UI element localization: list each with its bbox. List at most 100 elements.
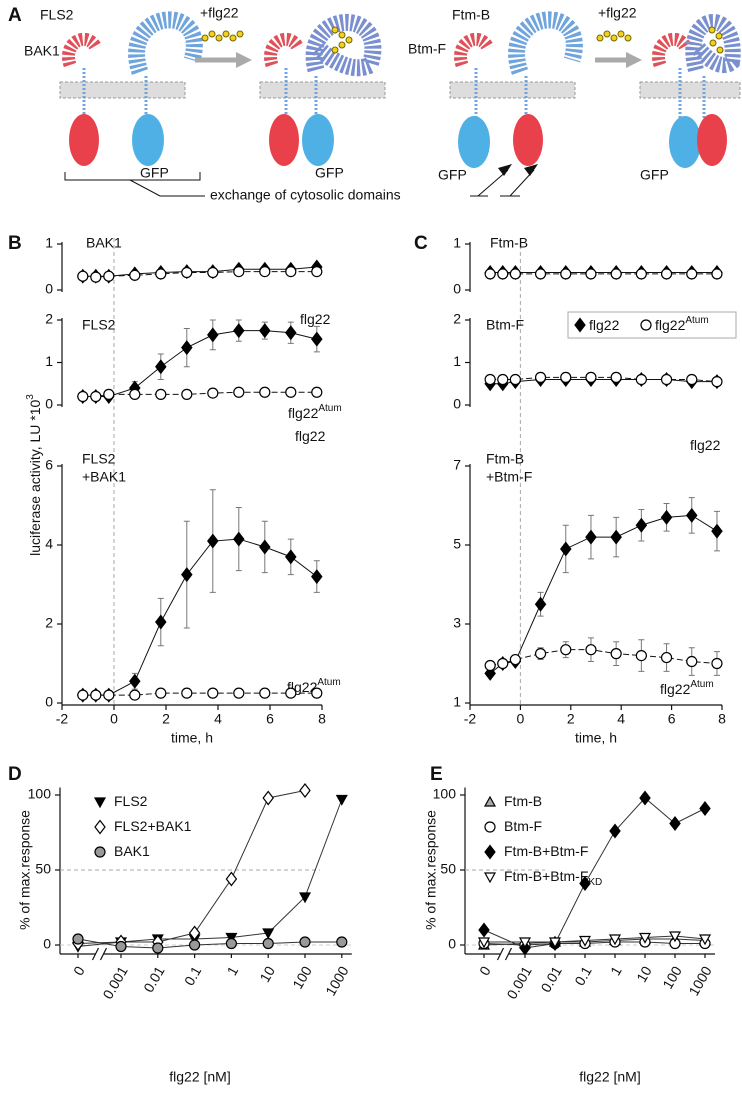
y-tick-label: 2 bbox=[45, 615, 53, 631]
x-tick-label: 8 bbox=[318, 711, 326, 727]
data-point bbox=[262, 790, 274, 806]
annotation-part: Atum bbox=[318, 403, 341, 414]
y-tick-label: 50 bbox=[35, 861, 51, 877]
data-point bbox=[484, 373, 496, 386]
panel-title: +Btm-F bbox=[486, 469, 532, 485]
y-tick-label: 1 bbox=[453, 235, 461, 251]
data-point bbox=[686, 655, 698, 668]
data-point bbox=[560, 371, 572, 383]
data-point bbox=[259, 539, 271, 555]
data-point bbox=[77, 270, 89, 282]
annotation-part: flg22 bbox=[295, 428, 326, 444]
data-point bbox=[103, 270, 115, 282]
legend-label: FLS2 bbox=[114, 793, 148, 809]
data-point bbox=[579, 876, 591, 891]
data-point bbox=[285, 549, 297, 565]
data-point bbox=[311, 266, 323, 278]
data-point bbox=[639, 790, 651, 806]
y-tick-label: 7 bbox=[453, 457, 461, 473]
kinase bbox=[69, 114, 99, 166]
data-point bbox=[233, 386, 245, 398]
data-point bbox=[129, 673, 141, 689]
x-tick-label: 10 bbox=[633, 963, 655, 985]
label: Ftm-B bbox=[452, 7, 490, 23]
data-point bbox=[311, 687, 323, 699]
x-tick-label: 0.01 bbox=[537, 963, 565, 995]
x-tick-label: -2 bbox=[464, 711, 477, 727]
x-tick-label: 0 bbox=[476, 963, 494, 978]
legend-label-part: Btm-F bbox=[504, 818, 542, 834]
legend-marker bbox=[574, 317, 586, 333]
x-tick-label: 0.01 bbox=[140, 963, 168, 995]
data-point bbox=[181, 340, 193, 356]
x-axis-label: flg22 [nM] bbox=[579, 1069, 640, 1085]
label: GFP bbox=[438, 167, 467, 183]
x-tick-label: 0.001 bbox=[503, 963, 534, 1002]
x-tick-label: 1 bbox=[223, 963, 241, 978]
legend-label: flg22 bbox=[589, 317, 620, 333]
y-tick-label: 0 bbox=[448, 936, 456, 952]
panel-title: Ftm-B bbox=[486, 451, 524, 467]
data-point bbox=[259, 323, 271, 339]
x-tick-label: 0.1 bbox=[181, 963, 205, 988]
y-tick-label: 3 bbox=[453, 615, 461, 631]
series-line bbox=[490, 379, 717, 385]
data-point bbox=[669, 816, 681, 831]
data-point bbox=[115, 940, 127, 953]
x-tick-label: 100 bbox=[659, 963, 685, 991]
x-tick-label: 4 bbox=[214, 711, 222, 727]
legend-label-part: KD bbox=[588, 877, 602, 888]
kinase bbox=[269, 114, 299, 166]
bracket bbox=[64, 172, 520, 197]
data-point bbox=[560, 268, 572, 280]
x-axis-label: time, h bbox=[171, 730, 213, 746]
annotation-part: Atum bbox=[317, 677, 340, 688]
data-point bbox=[635, 649, 647, 662]
series-line bbox=[484, 935, 706, 943]
data-point bbox=[509, 268, 521, 280]
legend-marker bbox=[93, 797, 107, 809]
y-tick-label: 0 bbox=[453, 396, 461, 412]
legend-label-part: Ftm-B+Btm-F bbox=[504, 843, 588, 859]
data-point bbox=[233, 687, 245, 699]
membrane bbox=[259, 81, 386, 99]
legend-label: Ftm-B bbox=[504, 793, 542, 809]
series-line bbox=[490, 649, 717, 666]
kinase bbox=[669, 116, 701, 168]
annotation: flg22Atum bbox=[288, 403, 342, 421]
kinase bbox=[697, 114, 727, 166]
data-point bbox=[285, 386, 297, 398]
data-point bbox=[497, 268, 509, 280]
data-point bbox=[484, 659, 496, 672]
data-point bbox=[660, 651, 673, 664]
data-point bbox=[635, 268, 647, 280]
data-point bbox=[311, 386, 323, 398]
data-point bbox=[668, 931, 682, 943]
x-tick-label: 8 bbox=[718, 711, 726, 727]
annotation: flg22 bbox=[690, 437, 721, 453]
data-point bbox=[311, 331, 323, 347]
series-line bbox=[82, 538, 318, 696]
annotation-part: flg22 bbox=[660, 681, 691, 697]
data-point bbox=[207, 387, 219, 399]
series-line bbox=[77, 790, 306, 944]
legend-label-part: flg22 bbox=[589, 317, 620, 333]
y-axis-label: luciferase activity, LU *103 bbox=[25, 394, 43, 556]
data-point bbox=[207, 327, 219, 343]
data-point bbox=[181, 266, 193, 279]
panel-letter: A bbox=[8, 5, 22, 26]
data-point bbox=[311, 569, 323, 585]
ectodomain bbox=[652, 32, 692, 68]
annotation: flg22Atum bbox=[660, 679, 714, 697]
data-point bbox=[534, 596, 547, 612]
data-point bbox=[155, 359, 167, 375]
data-point bbox=[207, 533, 219, 549]
y-tick-label: 0 bbox=[45, 396, 53, 412]
y-tick-label: 1 bbox=[453, 694, 461, 710]
legend-label: BAK1 bbox=[114, 843, 150, 859]
data-point bbox=[518, 937, 532, 949]
series-line bbox=[82, 330, 317, 397]
x-tick-label: 0 bbox=[70, 963, 88, 978]
y-tick-label: 1 bbox=[45, 235, 53, 251]
kinase bbox=[302, 114, 334, 166]
